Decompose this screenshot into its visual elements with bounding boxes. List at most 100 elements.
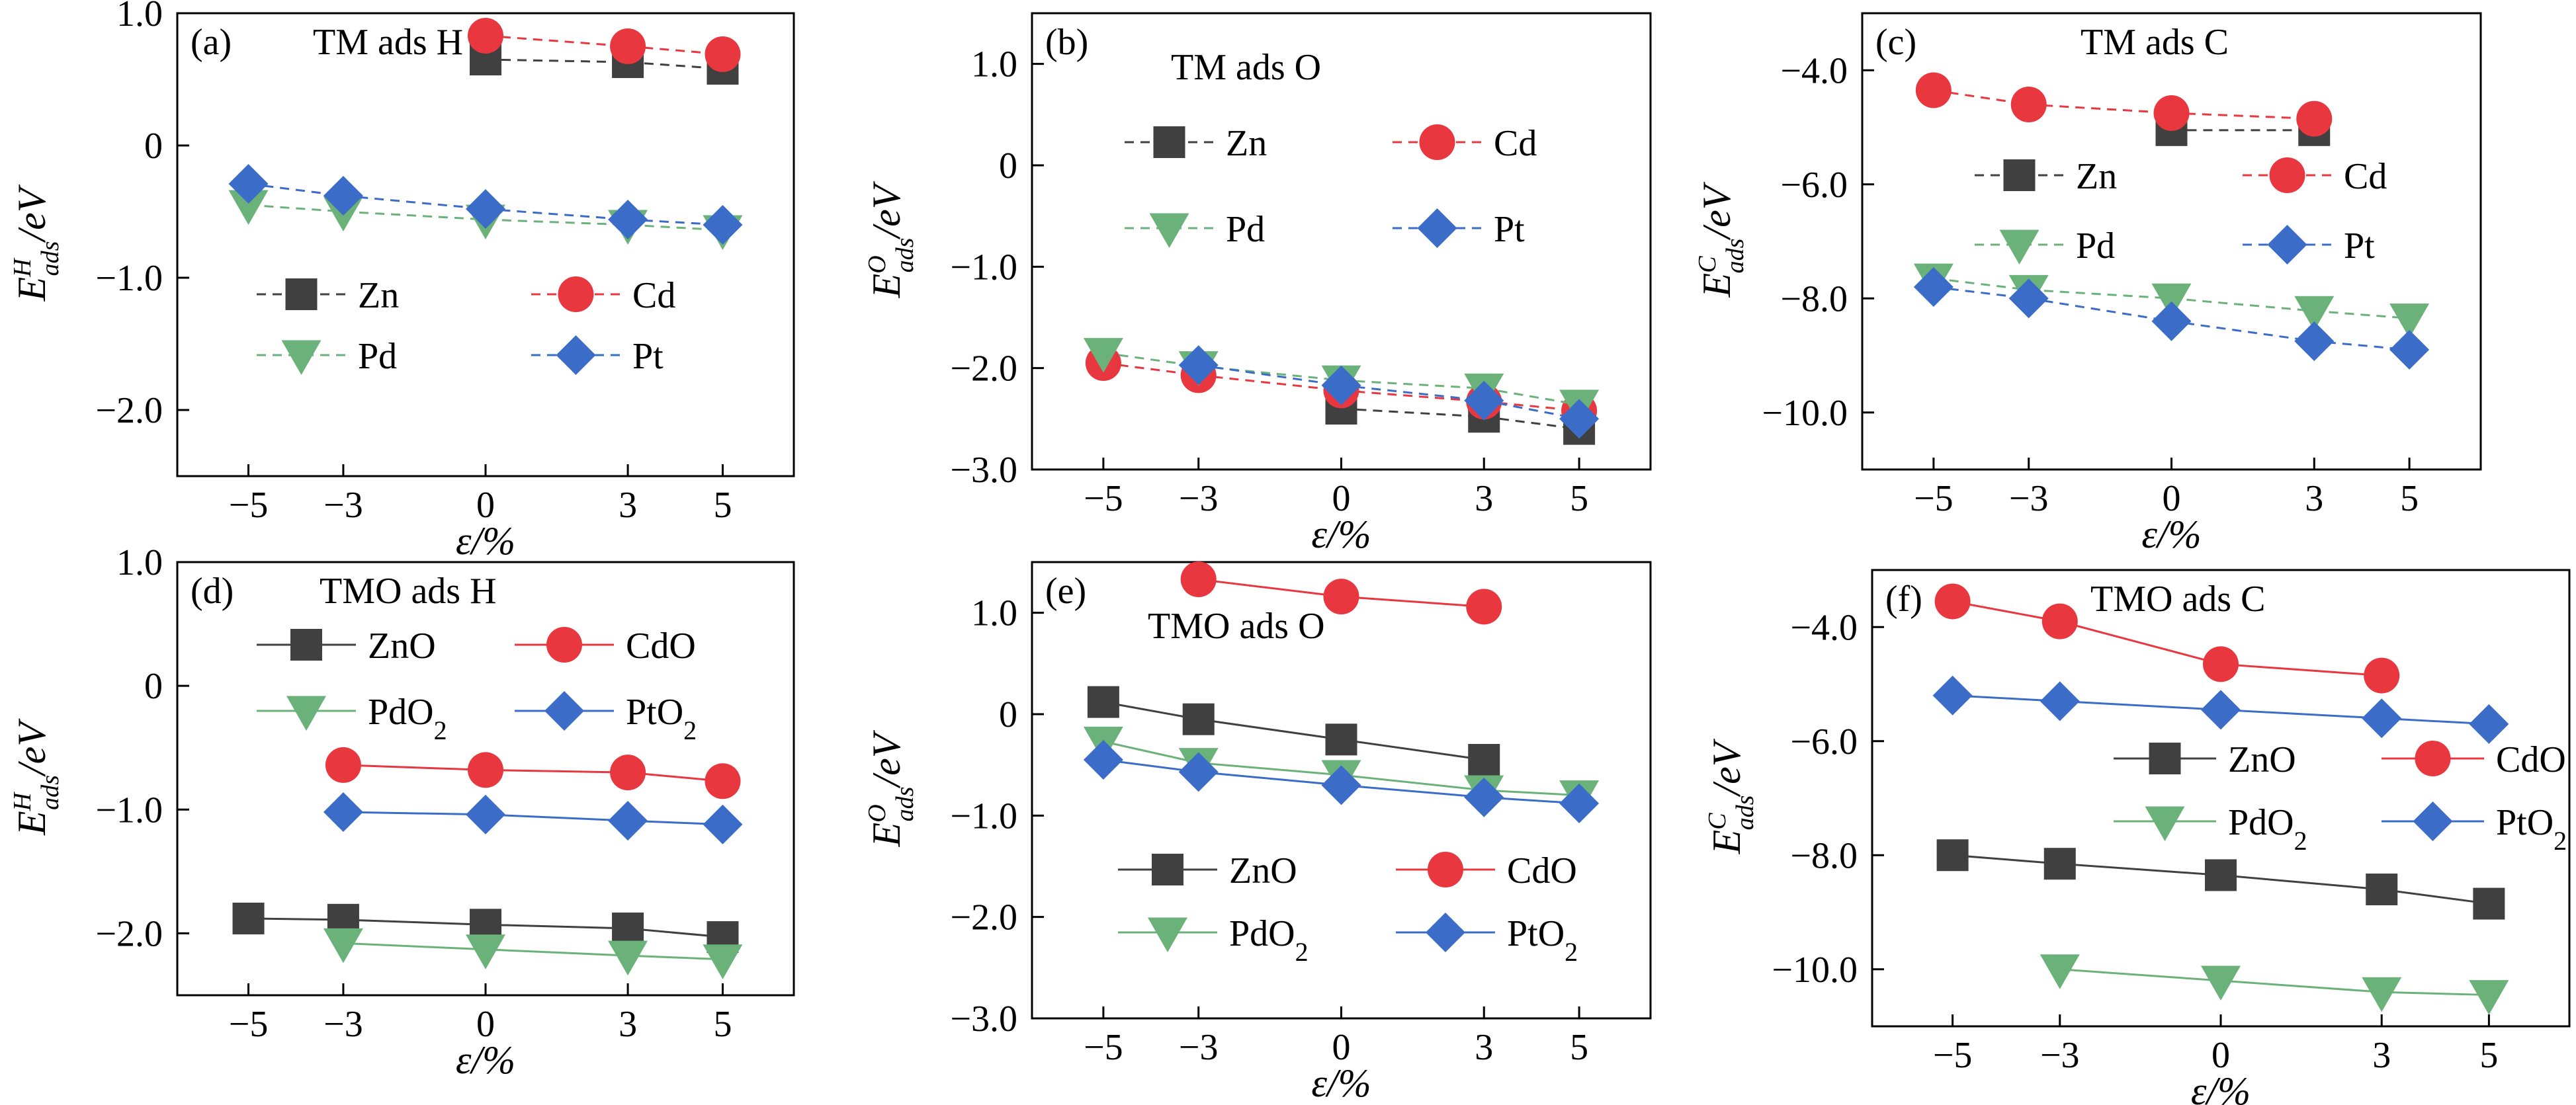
y-axis-title: EHads/eV xyxy=(9,184,64,302)
series-cdo xyxy=(1934,583,2400,694)
data-point xyxy=(2008,278,2049,319)
data-point xyxy=(1083,338,1123,373)
series-cd xyxy=(1915,72,2333,137)
legend-label: CdO xyxy=(1507,850,1577,891)
data-point xyxy=(1464,777,1504,817)
legend-marker xyxy=(2003,159,2036,191)
data-point xyxy=(323,176,363,216)
series-cd xyxy=(468,18,741,72)
data-point xyxy=(1466,589,1502,625)
series-line xyxy=(1933,89,2315,120)
data-point xyxy=(232,902,265,934)
data-point xyxy=(2389,329,2430,370)
legend-marker xyxy=(558,276,594,312)
x-tick-label: 0 xyxy=(476,485,495,526)
legend-label: Zn xyxy=(1226,123,1267,164)
y-tick-label: 0 xyxy=(999,145,1017,186)
legend-marker xyxy=(285,278,318,310)
legend-marker xyxy=(1428,852,1463,887)
y-tick-label: −2.0 xyxy=(950,348,1017,389)
data-point xyxy=(1083,740,1123,780)
data-point xyxy=(323,792,363,833)
x-axis-title: ε/% xyxy=(456,519,515,563)
data-point xyxy=(1559,783,1600,823)
data-point xyxy=(2362,977,2402,1012)
x-axis-title: ε/% xyxy=(2141,512,2201,556)
y-axis-title: ECads/eV xyxy=(1703,738,1759,854)
panel-title: TM ads C xyxy=(2081,22,2229,63)
x-tick-label: −3 xyxy=(1179,1027,1219,1068)
data-point xyxy=(705,36,741,72)
x-tick-label: −5 xyxy=(229,485,269,526)
plot-frame xyxy=(176,12,795,477)
legend-label: PdO2 xyxy=(368,692,447,745)
x-axis-title: ε/% xyxy=(1311,1061,1371,1105)
data-point xyxy=(608,200,648,239)
legend-label: Cd xyxy=(1494,123,1537,164)
x-tick-label: 0 xyxy=(2163,478,2181,519)
legend-marker xyxy=(556,335,596,375)
legend-marker xyxy=(2267,225,2307,265)
y-tick-label: −6.0 xyxy=(1790,721,1858,762)
series-pto2 xyxy=(1932,675,2509,744)
legend-label: Pt xyxy=(2344,225,2375,266)
data-point xyxy=(468,18,503,54)
data-point xyxy=(703,944,743,979)
panel-label: (c) xyxy=(1875,22,1916,63)
data-point xyxy=(2389,303,2430,339)
data-point xyxy=(2039,681,2080,721)
series-line xyxy=(485,34,723,56)
legend-marker xyxy=(546,627,582,663)
legend-label: Zn xyxy=(358,275,399,316)
y-tick-label: 0 xyxy=(144,126,163,167)
y-tick-label: −3.0 xyxy=(950,450,1017,491)
legend-marker xyxy=(286,696,326,731)
x-tick-label: 3 xyxy=(619,1004,637,1045)
panel-title: TMO ads C xyxy=(2090,579,2265,620)
series-line xyxy=(343,764,723,782)
data-point xyxy=(1182,703,1215,735)
data-point xyxy=(2203,646,2239,682)
data-point xyxy=(1464,380,1504,421)
panel-c: −4.0 −6.0 −8.0 −10.0 −5 −3 0 3 5 ε/% ECads/eV (c) TM… xyxy=(1694,12,2482,556)
series-pdo2 xyxy=(323,928,743,979)
legend-marker xyxy=(2413,801,2453,841)
y-tick-label: 0 xyxy=(144,666,163,707)
legend-label: PdO2 xyxy=(2228,802,2307,856)
series-line xyxy=(2059,968,2489,997)
x-axis-title: ε/% xyxy=(2191,1069,2251,1105)
y-tick-label: −10.0 xyxy=(1762,393,1848,434)
data-point xyxy=(1913,267,1953,307)
series-pto2 xyxy=(323,792,743,844)
y-tick-label: −3.0 xyxy=(950,999,1017,1040)
series-line xyxy=(343,811,723,826)
data-point xyxy=(1178,345,1219,386)
data-point xyxy=(466,189,505,229)
data-point xyxy=(325,747,361,783)
legend-marker xyxy=(1153,126,1185,158)
y-tick-label: −4.0 xyxy=(1780,50,1848,91)
series-line xyxy=(1103,701,1484,761)
series-line xyxy=(1198,364,1580,420)
panel-label: (a) xyxy=(191,22,232,63)
data-point xyxy=(466,794,505,835)
data-point xyxy=(2151,283,2192,319)
legend-label: Pd xyxy=(358,336,397,377)
legend-label: Pt xyxy=(632,336,664,377)
data-point xyxy=(2364,657,2400,694)
y-tick-label: 1.0 xyxy=(116,0,163,34)
x-tick-label: 5 xyxy=(713,1004,732,1045)
x-tick-label: 3 xyxy=(2305,478,2323,519)
data-point xyxy=(1323,579,1359,615)
x-tick-label: −3 xyxy=(1179,478,1219,519)
x-tick-label: 3 xyxy=(2372,1035,2391,1076)
legend-marker xyxy=(2269,157,2305,193)
series-zn xyxy=(1325,393,1596,445)
data-point xyxy=(2205,859,2237,891)
y-tick-label: −1.0 xyxy=(950,796,1017,837)
data-point xyxy=(468,752,503,788)
legend: ZnO CdO PdO2 PtO2 xyxy=(1118,850,1578,967)
plot-frame xyxy=(1871,569,2571,1028)
x-tick-label: 0 xyxy=(1332,1027,1351,1068)
series-pt xyxy=(228,164,743,245)
